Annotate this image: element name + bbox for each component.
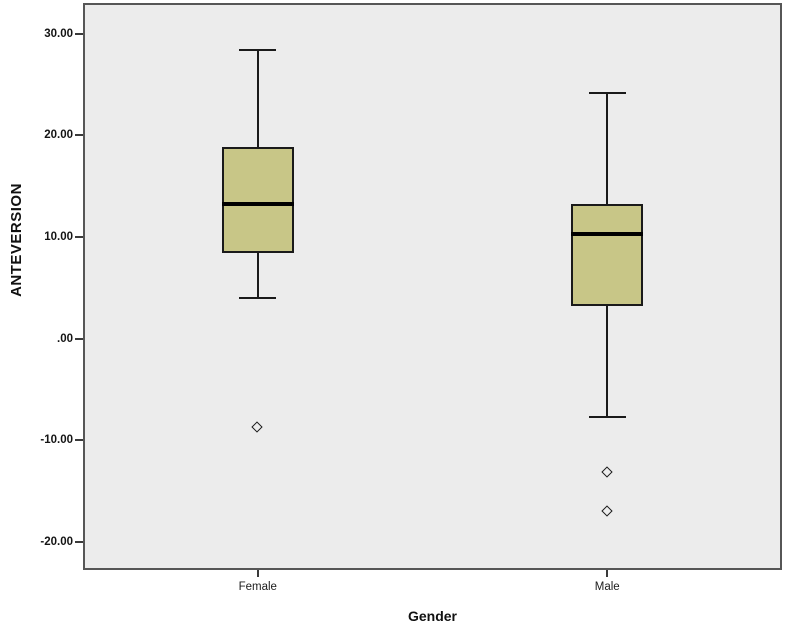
- median-line: [221, 201, 294, 206]
- x-axis-title: Gender: [407, 608, 457, 624]
- y-tick-mark: [75, 32, 83, 35]
- box-female: [221, 146, 294, 254]
- y-tick-label: 10.00: [44, 231, 73, 243]
- x-tick-mark: [606, 570, 609, 577]
- x-tick-label-male: Male: [594, 581, 620, 593]
- whisker-upper-cap: [239, 49, 277, 52]
- plot-area: [83, 3, 782, 570]
- y-tick-mark: [75, 236, 83, 238]
- box-male: [571, 203, 644, 307]
- y-tick-mark: [75, 337, 83, 340]
- outlier-diamond: [601, 504, 613, 517]
- whisker-upper-line: [256, 50, 259, 147]
- y-axis-title: ANTEVERSION: [8, 183, 25, 297]
- median-line: [571, 231, 644, 236]
- y-tick-mark: [75, 134, 83, 137]
- whisker-lower-cap: [239, 296, 277, 299]
- x-tick-label-female: Female: [238, 581, 277, 593]
- y-tick-label: -20.00: [40, 535, 73, 548]
- y-tick-label: .00: [57, 332, 73, 345]
- y-tick-mark: [75, 439, 83, 442]
- y-tick-label: -10.00: [40, 434, 73, 447]
- whisker-lower-line: [256, 253, 259, 298]
- whisker-upper-cap: [588, 91, 626, 94]
- whisker-upper-line: [606, 92, 609, 204]
- y-tick-mark: [75, 540, 83, 543]
- outlier-diamond: [601, 466, 613, 478]
- whisker-lower-line: [606, 306, 609, 417]
- y-tick-label: 20.00: [44, 129, 73, 142]
- outlier-diamond: [251, 421, 263, 434]
- x-tick-mark: [256, 570, 259, 577]
- whisker-lower-cap: [588, 415, 626, 418]
- y-tick-label: 30.00: [44, 27, 73, 40]
